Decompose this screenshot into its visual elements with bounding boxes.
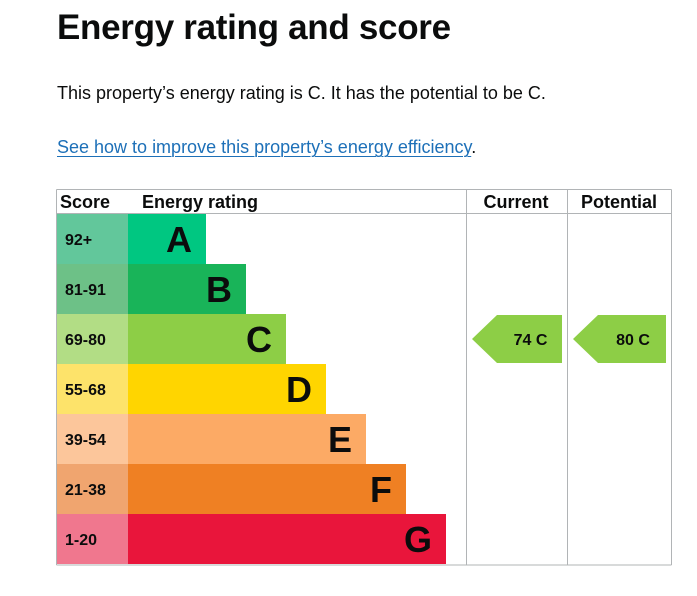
score-range-d: 55-68 xyxy=(65,382,106,399)
rating-bar-c xyxy=(128,314,286,364)
improve-link-line: See how to improve this property’s energ… xyxy=(57,137,476,158)
header-current: Current xyxy=(483,192,548,212)
rating-bar-e xyxy=(128,414,366,464)
header-potential: Potential xyxy=(581,192,657,212)
score-cell-a xyxy=(56,214,128,264)
potential-rating-arrow xyxy=(573,315,666,363)
current-rating-arrow xyxy=(472,315,562,363)
score-range-f: 21-38 xyxy=(65,482,106,499)
header-energy-rating: Energy rating xyxy=(142,192,258,212)
score-cell-f xyxy=(56,464,128,514)
link-suffix: . xyxy=(471,137,477,157)
rating-letter-c: C xyxy=(246,319,272,360)
score-range-b: 81-91 xyxy=(65,282,106,299)
score-range-g: 1-20 xyxy=(65,532,97,549)
improve-efficiency-link[interactable]: See how to improve this property’s energ… xyxy=(57,137,472,157)
score-range-c: 69-80 xyxy=(65,332,106,349)
rating-letter-f: F xyxy=(370,469,392,510)
score-range-a: 92+ xyxy=(65,232,92,249)
score-cell-e xyxy=(56,414,128,464)
rating-letter-g: G xyxy=(404,519,432,560)
score-cell-b xyxy=(56,264,128,314)
rating-summary: This property’s energy rating is C. It h… xyxy=(57,83,546,103)
rating-bar-d xyxy=(128,364,326,414)
score-cell-g xyxy=(56,514,128,564)
epc-chart: Score Energy rating Current Potential 92+ A 81… xyxy=(56,189,672,566)
score-cell-c xyxy=(56,314,128,364)
page-title: Energy rating and score xyxy=(57,8,451,47)
rating-bar-b xyxy=(128,264,246,314)
potential-rating-label: 80 C xyxy=(616,332,650,349)
rating-letter-a: A xyxy=(166,219,192,260)
score-range-e: 39-54 xyxy=(65,432,106,449)
rating-bar-f xyxy=(128,464,406,514)
rating-letter-b: B xyxy=(206,269,232,310)
rating-bar-a xyxy=(128,214,206,264)
rating-letter-e: E xyxy=(328,419,352,460)
header-score: Score xyxy=(60,192,110,212)
rating-bar-g xyxy=(128,514,446,564)
rating-letter-d: D xyxy=(286,369,312,410)
current-rating-label: 74 C xyxy=(514,332,548,349)
score-cell-d xyxy=(56,364,128,414)
